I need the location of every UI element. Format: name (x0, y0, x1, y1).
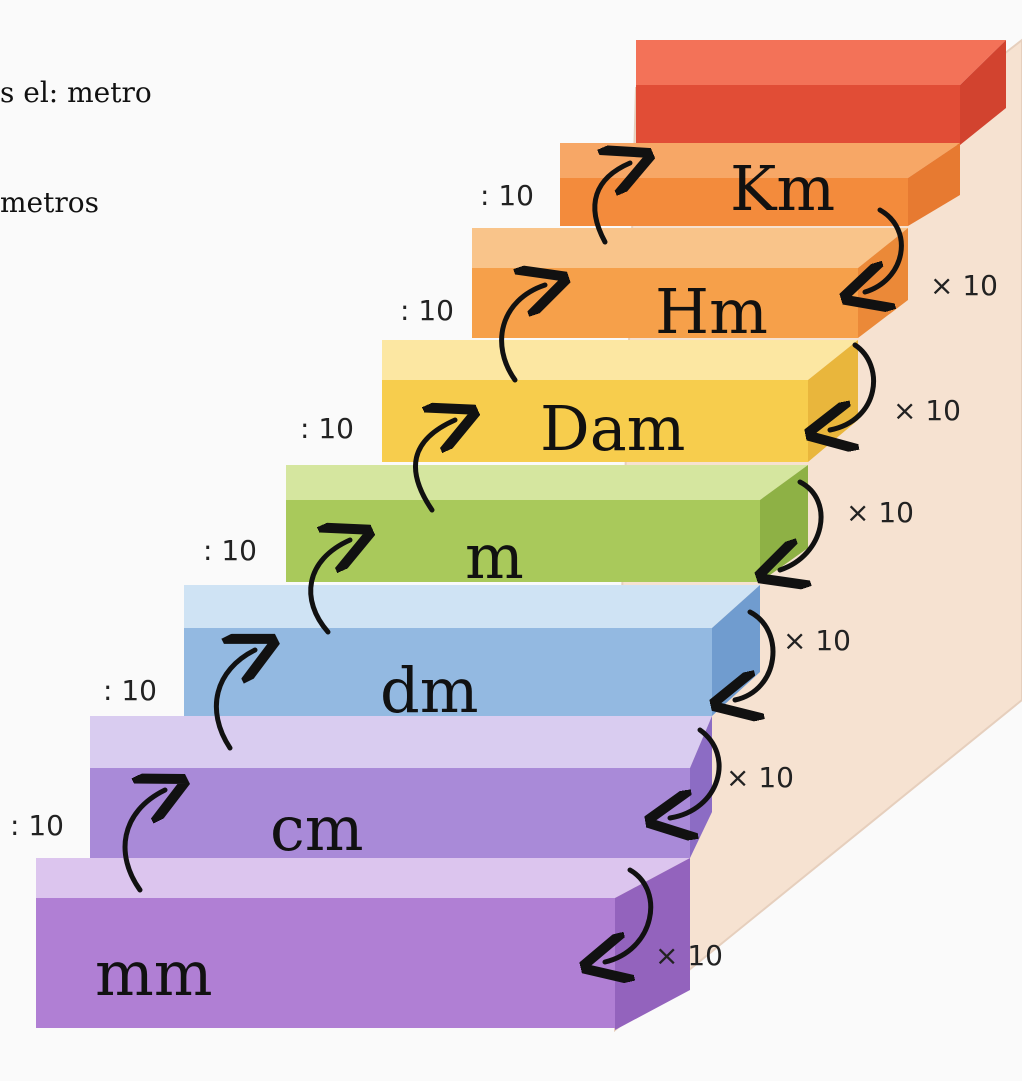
multiply-labels: × 10 × 10 × 10 × 10 × 10 × 10 (655, 269, 998, 972)
intro-text-line2: metros (0, 186, 99, 219)
down-arrows (605, 207, 904, 962)
multiply-label-2: × 10 (893, 394, 961, 427)
divide-label-4: : 10 (203, 534, 257, 567)
divide-label-1: : 10 (480, 179, 534, 212)
multiply-label-5: × 10 (726, 761, 794, 794)
intro-text-line1: s el: metro (0, 76, 152, 109)
divide-label-5: : 10 (103, 674, 157, 707)
unit-label-km: Km (730, 152, 835, 225)
multiply-label-6: × 10 (655, 939, 723, 972)
multiply-label-4: × 10 (783, 624, 851, 657)
unit-label-dm: dm (380, 654, 478, 727)
unit-label-dam: Dam (540, 392, 685, 465)
divide-label-3: : 10 (300, 412, 354, 445)
divide-label-6: : 10 (10, 809, 64, 842)
up-arrows (122, 163, 630, 893)
step-mm-block (36, 858, 690, 1030)
divide-labels: : 10 : 10 : 10 : 10 : 10 : 10 (10, 179, 534, 842)
unit-label-cm: cm (270, 792, 364, 865)
unit-label-m: m (465, 520, 524, 593)
step-m-block (286, 465, 808, 582)
multiply-label-1: × 10 (930, 269, 998, 302)
step-cm-block (90, 716, 712, 858)
unit-label-hm: Hm (655, 275, 768, 348)
unit-label-mm: mm (95, 937, 213, 1010)
divide-label-2: : 10 (400, 294, 454, 327)
multiply-label-3: × 10 (846, 496, 914, 529)
block-top (636, 40, 1006, 145)
